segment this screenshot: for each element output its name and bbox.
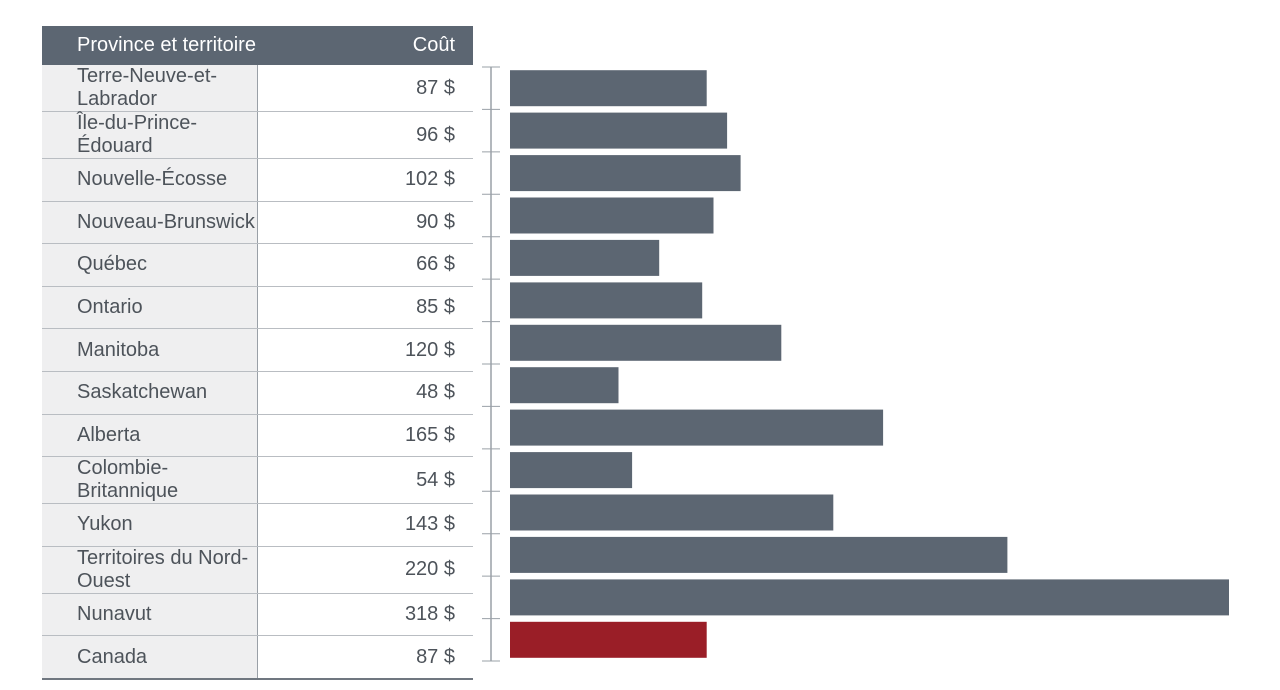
table-row: Île-du-Prince-Édouard 96 $ <box>42 111 473 159</box>
bar <box>510 197 714 234</box>
province-name: Colombie-Britannique <box>42 456 258 505</box>
bar <box>510 70 707 107</box>
province-name: Canada <box>42 635 258 680</box>
province-name: Saskatchewan <box>42 371 258 415</box>
cost-value: 318 $ <box>257 593 473 637</box>
table-row: Terre-Neuve-et-Labrador 87 $ <box>42 65 473 112</box>
bar <box>510 409 884 446</box>
province-name: Terre-Neuve-et-Labrador <box>42 65 258 112</box>
table-row: Ontario 85 $ <box>42 286 473 330</box>
province-name: Nouvelle-Écosse <box>42 158 258 202</box>
cost-value: 102 $ <box>257 158 473 202</box>
bar <box>510 579 1229 616</box>
province-name: Ontario <box>42 286 258 330</box>
province-name: Nouveau-Brunswick <box>42 201 258 245</box>
header-cost: Coût <box>257 26 473 65</box>
table-row: Territoires du Nord-Ouest 220 $ <box>42 546 473 594</box>
table-row: Nouvelle-Écosse 102 $ <box>42 158 473 202</box>
bar <box>510 239 660 276</box>
table-row: Québec 66 $ <box>42 243 473 287</box>
bar <box>510 324 782 361</box>
bar <box>510 536 1008 573</box>
province-name: Yukon <box>42 503 258 547</box>
bar <box>510 282 703 319</box>
cost-table: Province et territoire Coût Terre-Neuve-… <box>42 26 473 680</box>
table-row: Alberta 165 $ <box>42 414 473 458</box>
province-name: Territoires du Nord-Ouest <box>42 546 258 594</box>
province-name: Québec <box>42 243 258 287</box>
table-header-row: Province et territoire Coût <box>42 26 473 65</box>
bar <box>510 155 741 192</box>
bar <box>510 452 633 489</box>
table-row: Nunavut 318 $ <box>42 593 473 637</box>
province-name: Manitoba <box>42 328 258 372</box>
cost-value: 90 $ <box>257 201 473 245</box>
table-row: Manitoba 120 $ <box>42 328 473 372</box>
cost-value: 54 $ <box>257 456 473 505</box>
province-name: Île-du-Prince-Édouard <box>42 111 258 159</box>
cost-value: 85 $ <box>257 286 473 330</box>
cost-value: 96 $ <box>257 111 473 159</box>
bar <box>510 367 619 404</box>
table-row: Saskatchewan 48 $ <box>42 371 473 415</box>
cost-value: 220 $ <box>257 546 473 594</box>
cost-value: 120 $ <box>257 328 473 372</box>
cost-value: 87 $ <box>257 65 473 112</box>
cost-value: 165 $ <box>257 414 473 458</box>
province-name: Alberta <box>42 414 258 458</box>
table-row: Nouveau-Brunswick 90 $ <box>42 201 473 245</box>
header-province: Province et territoire <box>42 26 258 65</box>
cost-value: 143 $ <box>257 503 473 547</box>
cost-value: 87 $ <box>257 635 473 680</box>
table-row: Colombie-Britannique 54 $ <box>42 456 473 505</box>
cost-value: 66 $ <box>257 243 473 287</box>
bar <box>510 112 728 149</box>
bar-highlight <box>510 621 707 658</box>
bar <box>510 494 834 531</box>
table-row: Canada 87 $ <box>42 635 473 680</box>
province-name: Nunavut <box>42 593 258 637</box>
cost-value: 48 $ <box>257 371 473 415</box>
table-body: Terre-Neuve-et-Labrador 87 $ Île-du-Prince… <box>42 65 473 680</box>
table-row: Yukon 143 $ <box>42 503 473 547</box>
